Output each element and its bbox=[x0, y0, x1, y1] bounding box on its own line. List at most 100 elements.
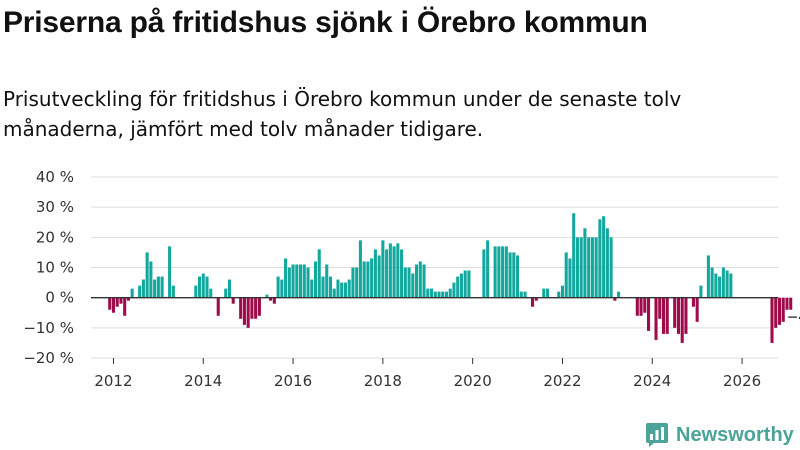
bar bbox=[531, 297, 535, 307]
bar bbox=[467, 270, 471, 298]
bar bbox=[699, 285, 703, 298]
bar bbox=[654, 297, 658, 340]
bar bbox=[201, 273, 205, 298]
bar bbox=[168, 246, 172, 298]
bar bbox=[216, 297, 220, 316]
y-tick-label: 0 % bbox=[45, 289, 74, 307]
bar bbox=[714, 273, 718, 298]
bar bbox=[639, 297, 643, 316]
bar bbox=[366, 261, 370, 298]
bar bbox=[456, 276, 460, 298]
bar bbox=[411, 273, 415, 298]
bar bbox=[448, 288, 452, 298]
bar bbox=[542, 288, 546, 298]
bar bbox=[306, 267, 310, 298]
bar bbox=[575, 237, 579, 298]
bar bbox=[310, 279, 314, 298]
bar bbox=[205, 276, 209, 298]
bar bbox=[643, 297, 647, 313]
bar bbox=[194, 285, 198, 298]
bar bbox=[370, 258, 374, 298]
bar bbox=[676, 297, 680, 334]
bar bbox=[781, 297, 785, 322]
bar bbox=[343, 282, 347, 298]
bar bbox=[673, 297, 677, 328]
bar bbox=[227, 279, 231, 298]
x-tick-label: 2014 bbox=[184, 372, 222, 390]
bar bbox=[328, 276, 333, 298]
bar bbox=[635, 297, 639, 316]
bar bbox=[291, 264, 295, 298]
bar bbox=[560, 285, 564, 298]
bar bbox=[572, 213, 576, 298]
bar bbox=[246, 297, 250, 328]
bar bbox=[594, 237, 598, 298]
bar bbox=[123, 297, 127, 316]
bar bbox=[381, 240, 385, 298]
bar bbox=[385, 249, 389, 298]
bar bbox=[250, 297, 254, 319]
bar bbox=[482, 249, 486, 298]
bar bbox=[504, 246, 508, 298]
bar bbox=[512, 252, 516, 298]
bar bbox=[299, 264, 303, 298]
bar bbox=[587, 237, 591, 298]
bar bbox=[602, 216, 606, 298]
brand-name: Newsworthy bbox=[676, 423, 794, 446]
bar bbox=[617, 291, 621, 298]
bar bbox=[325, 264, 329, 298]
bar bbox=[130, 288, 134, 298]
x-tick-label: 2020 bbox=[454, 372, 492, 390]
bar bbox=[171, 285, 175, 298]
bar bbox=[302, 264, 306, 298]
bar bbox=[564, 252, 568, 298]
bar bbox=[119, 297, 123, 304]
bar bbox=[590, 237, 594, 298]
bar bbox=[141, 279, 145, 298]
bar bbox=[534, 297, 538, 301]
bar bbox=[680, 297, 684, 343]
bar bbox=[351, 267, 355, 298]
y-tick-label: −10 % bbox=[23, 319, 74, 337]
bar bbox=[347, 279, 351, 298]
bar bbox=[313, 261, 318, 298]
bar bbox=[145, 252, 149, 298]
bar bbox=[280, 279, 284, 298]
bar bbox=[721, 267, 725, 298]
bar bbox=[231, 297, 235, 304]
bar-series bbox=[108, 213, 793, 343]
bar bbox=[706, 255, 710, 298]
bar bbox=[605, 228, 609, 298]
chart-subtitle: Prisutveckling för fritidshus i Örebro k… bbox=[3, 87, 682, 141]
x-tick-label: 2022 bbox=[543, 372, 581, 390]
bar bbox=[321, 276, 325, 298]
bar bbox=[355, 267, 359, 298]
bar bbox=[519, 291, 523, 298]
bar bbox=[463, 270, 467, 298]
bar bbox=[336, 279, 340, 298]
bar bbox=[609, 237, 613, 298]
newsworthy-logo[interactable]: Newsworthy bbox=[644, 420, 794, 450]
bar bbox=[160, 276, 164, 298]
bar bbox=[358, 240, 362, 298]
bar bbox=[598, 219, 602, 298]
bar bbox=[695, 297, 699, 322]
bar bbox=[646, 297, 651, 331]
bar bbox=[418, 261, 422, 298]
y-tick-label: 10 % bbox=[36, 259, 74, 277]
bar bbox=[287, 267, 291, 298]
bar bbox=[684, 297, 688, 334]
bar bbox=[583, 228, 587, 298]
bar bbox=[789, 297, 793, 310]
bar bbox=[729, 273, 733, 298]
bar bbox=[224, 288, 228, 298]
bar bbox=[111, 297, 115, 313]
bar bbox=[254, 297, 258, 319]
bar bbox=[377, 255, 381, 298]
bar bbox=[156, 276, 160, 298]
bar bbox=[407, 267, 411, 298]
bar bbox=[392, 246, 396, 298]
axes: −20 % −10 % 0 % 10 % 20 % 30 % 40 % 2012 2014 201… bbox=[23, 168, 800, 390]
bar bbox=[433, 291, 437, 298]
bar bbox=[459, 273, 463, 298]
